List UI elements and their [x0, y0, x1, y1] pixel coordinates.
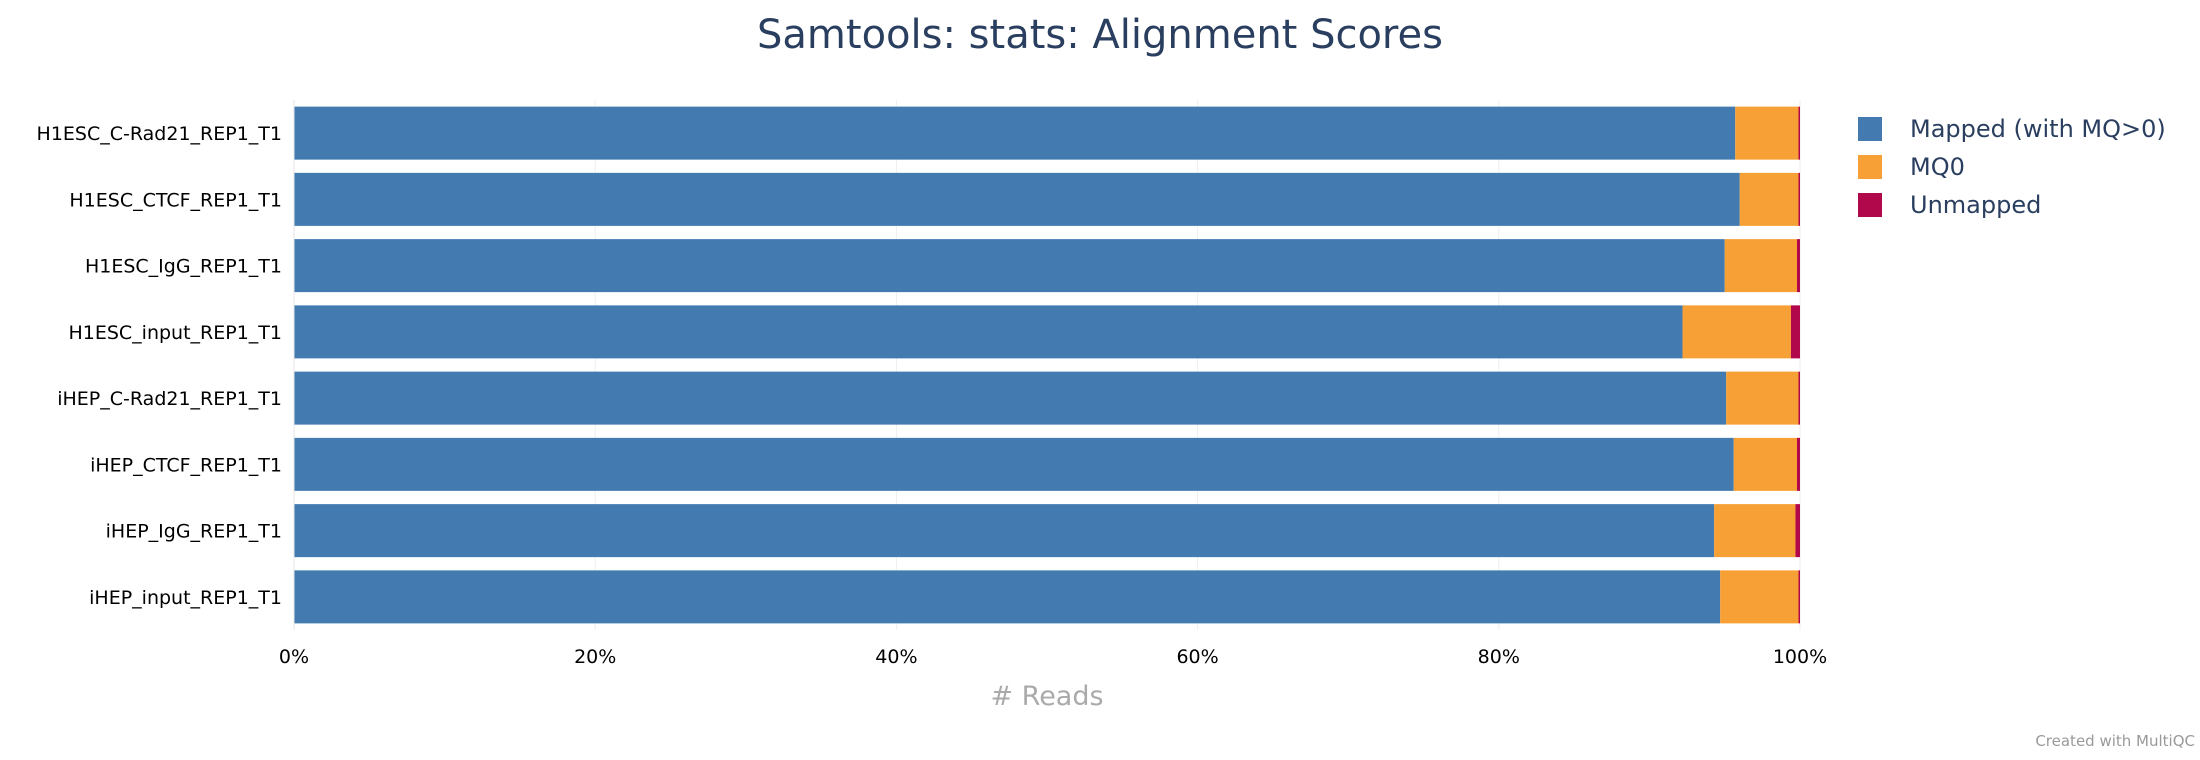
x-tick-label: 20%: [574, 646, 616, 668]
category-label: iHEP_IgG_REP1_T1: [106, 521, 282, 543]
x-tick-label: 80%: [1478, 646, 1520, 668]
legend-swatch: [1858, 155, 1882, 179]
x-tick-label: 40%: [875, 646, 917, 668]
bar-segment-mq0-3[interactable]: [1682, 305, 1791, 359]
legend-swatch: [1858, 117, 1882, 141]
bar-segment-mapped-with-mq-0-5[interactable]: [294, 437, 1734, 491]
legend-item-1[interactable]: MQ0: [1858, 153, 1965, 181]
bar-segment-mapped-with-mq-0-1[interactable]: [294, 172, 1740, 226]
category-label: H1ESC_C-Rad21_REP1_T1: [37, 123, 282, 145]
chart-title: Samtools: stats: Alignment Scores: [757, 12, 1443, 58]
legend[interactable]: Mapped (with MQ>0) MQ0 Unmapped: [1858, 115, 2166, 219]
x-tick-label: 100%: [1773, 646, 1827, 668]
bar-segment-mq0-5[interactable]: [1733, 437, 1797, 491]
x-axis-title: # Reads: [990, 681, 1103, 712]
category-label: iHEP_input_REP1_T1: [89, 587, 282, 609]
bar-segment-mapped-with-mq-0-4[interactable]: [294, 371, 1727, 425]
legend-item-2[interactable]: Unmapped: [1858, 191, 2041, 219]
bar-segment-mq0-4[interactable]: [1726, 371, 1799, 425]
bar-segment-unmapped-6[interactable]: [1795, 504, 1800, 558]
bar-segment-unmapped-4[interactable]: [1798, 371, 1800, 425]
bar-segment-mapped-with-mq-0-7[interactable]: [294, 570, 1721, 624]
category-label: H1ESC_input_REP1_T1: [68, 322, 282, 344]
bar-segment-mq0-1[interactable]: [1739, 172, 1799, 226]
category-labels: H1ESC_C-Rad21_REP1_T1 H1ESC_CTCF_REP1_T1 H…: [37, 123, 282, 609]
bar-segment-mapped-with-mq-0-6[interactable]: [294, 504, 1715, 558]
multiqc-credit: Created with MultiQC: [2035, 732, 2195, 750]
bar-segment-mq0-2[interactable]: [1724, 239, 1797, 293]
legend-item-0[interactable]: Mapped (with MQ>0): [1858, 115, 2166, 143]
category-label: iHEP_C-Rad21_REP1_T1: [57, 388, 282, 410]
bar-segment-unmapped-5[interactable]: [1796, 437, 1800, 491]
x-tick-label: 0%: [279, 646, 309, 668]
category-label: iHEP_CTCF_REP1_T1: [90, 454, 282, 476]
legend-label: Mapped (with MQ>0): [1910, 115, 2166, 143]
legend-label: MQ0: [1910, 153, 1965, 181]
bar-segment-unmapped-7[interactable]: [1798, 570, 1800, 624]
bar-group: [293, 100, 1800, 630]
legend-label: Unmapped: [1910, 191, 2041, 219]
legend-swatch: [1858, 193, 1882, 217]
bar-segment-mapped-with-mq-0-3[interactable]: [294, 305, 1683, 359]
bar-segment-mq0-6[interactable]: [1714, 504, 1796, 558]
x-tick-label: 60%: [1176, 646, 1218, 668]
bar-segment-mapped-with-mq-0-2[interactable]: [294, 239, 1725, 293]
bar-segment-unmapped-3[interactable]: [1790, 305, 1800, 359]
category-label: H1ESC_IgG_REP1_T1: [85, 256, 282, 278]
bar-segment-mq0-7[interactable]: [1720, 570, 1799, 624]
bar-segment-mapped-with-mq-0-0[interactable]: [294, 106, 1736, 160]
bar-segment-unmapped-1[interactable]: [1798, 172, 1800, 226]
bar-segment-unmapped-0[interactable]: [1798, 106, 1800, 160]
x-axis-ticks: 0% 20% 40% 60% 80% 100%: [279, 646, 1827, 668]
bar-segment-mq0-0[interactable]: [1735, 106, 1799, 160]
category-label: H1ESC_CTCF_REP1_T1: [69, 189, 282, 211]
bar-segment-unmapped-2[interactable]: [1796, 239, 1800, 293]
